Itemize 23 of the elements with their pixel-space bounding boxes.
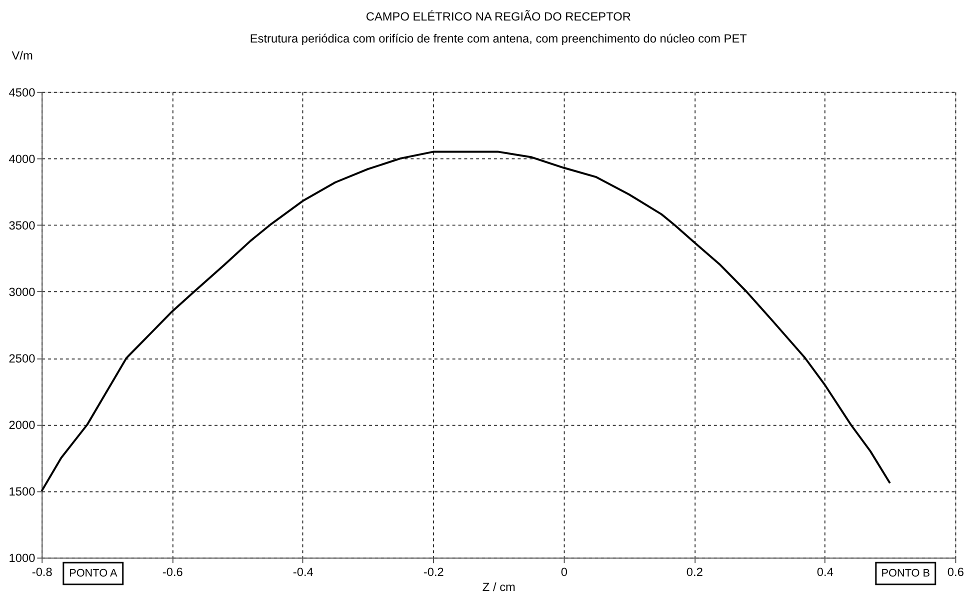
y-tick-label: 2500 (8, 351, 36, 366)
x-tick-label: -0.2 (423, 564, 444, 579)
y-tick-label: 3500 (8, 218, 36, 232)
x-tick-label: 0.2 (686, 564, 703, 579)
y-tick-label: 4000 (8, 152, 36, 166)
text: PONTO A (69, 567, 118, 580)
x-tick-label: -0.4 (292, 564, 314, 579)
x-tick-label: 0.6 (947, 564, 964, 579)
line-series (40, 150, 891, 492)
x-tick-label: 0 (560, 564, 568, 579)
text: PONTO B (881, 567, 930, 580)
x-tick-label: 0.4 (816, 564, 834, 579)
y-axis-title: V/m (12, 48, 33, 63)
chart-title: CAMPO ELÉTRICO NA REGIÃO DO RECEPTOR (366, 10, 632, 24)
y-tick-label: 4500 (8, 85, 36, 100)
y-tick-label: 2000 (8, 418, 36, 432)
y-tick-label: 1500 (8, 484, 36, 499)
x-axis-title: Z / cm (482, 580, 516, 594)
y-tick-label: 1000 (8, 551, 36, 566)
x-tick-label: -0.8 (32, 564, 53, 579)
y-tick-label: 3000 (8, 284, 36, 299)
chart-subtitle: Estrutura periódica com orifício de frente com antena, com preenchimento do núcleo com PET (250, 31, 747, 46)
x-tick-label: -0.6 (162, 564, 184, 579)
